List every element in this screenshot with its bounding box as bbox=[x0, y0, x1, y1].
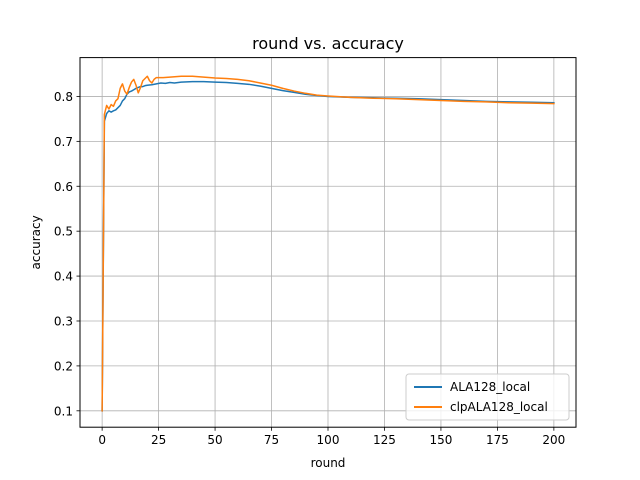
x-axis-label: round bbox=[311, 456, 346, 470]
y-tick-label: 0.4 bbox=[54, 270, 73, 284]
legend-label-clpala128-local: clpALA128_local bbox=[450, 400, 548, 414]
x-tick-label: 25 bbox=[151, 433, 166, 447]
series-layer bbox=[101, 75, 555, 412]
legend: ALA128_local clpALA128_local bbox=[405, 373, 570, 421]
y-tick-label: 0.1 bbox=[54, 404, 73, 418]
y-axis-label: accuracy bbox=[29, 215, 43, 269]
y-tick-label: 0.8 bbox=[54, 90, 73, 104]
tick-layer: 0 25 50 75 100 125 150 175 200 0.1 0.2 0.3 0.4 0.5 0.6… bbox=[54, 90, 565, 447]
series-line-clpala128-local bbox=[101, 75, 555, 412]
y-tick-label: 0.5 bbox=[54, 225, 73, 239]
y-tick-label: 0.2 bbox=[54, 359, 73, 373]
x-tick-label: 0 bbox=[98, 433, 106, 447]
y-tick-label: 0.7 bbox=[54, 135, 73, 149]
y-tick-label: 0.6 bbox=[54, 180, 73, 194]
legend-box bbox=[405, 373, 570, 421]
x-tick-label: 200 bbox=[542, 433, 565, 447]
x-tick-label: 125 bbox=[373, 433, 396, 447]
x-tick-label: 150 bbox=[429, 433, 452, 447]
x-tick-label: 175 bbox=[486, 433, 509, 447]
x-tick-label: 50 bbox=[207, 433, 222, 447]
legend-label-ala128-local: ALA128_local bbox=[450, 380, 530, 394]
x-tick-label: 75 bbox=[264, 433, 279, 447]
x-tick-label: 100 bbox=[317, 433, 340, 447]
chart-title: round vs. accuracy bbox=[252, 34, 404, 53]
grid-layer bbox=[80, 57, 576, 428]
y-tick-label: 0.3 bbox=[54, 314, 73, 328]
